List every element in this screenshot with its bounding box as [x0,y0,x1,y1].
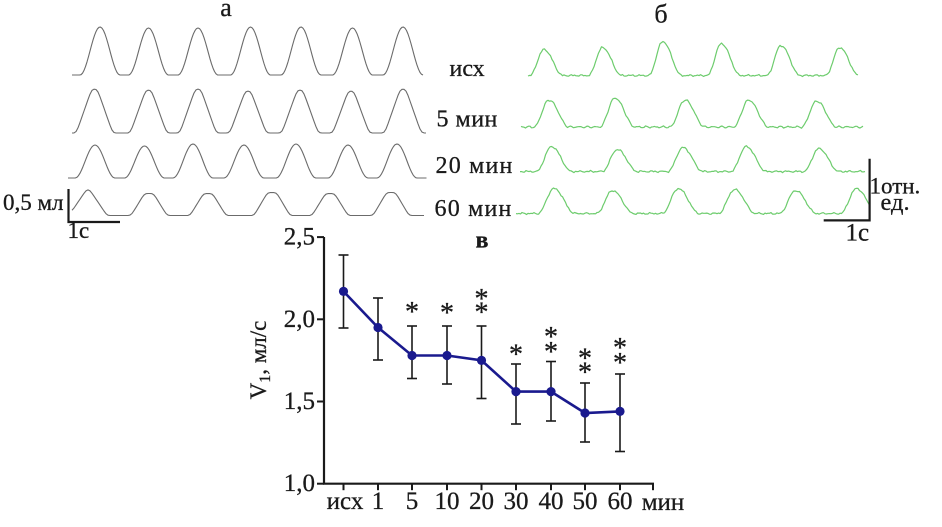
svg-text:1с: 1с [846,220,870,247]
svg-text:20: 20 [469,488,494,515]
svg-text:*: * [578,358,592,389]
svg-text:*: * [509,340,523,371]
svg-text:ед.: ед. [881,189,910,216]
svg-text:а: а [220,0,232,22]
svg-text:0,5 мл: 0,5 мл [3,190,64,215]
svg-text:*: * [544,337,558,368]
svg-text:б: б [654,0,667,29]
svg-text:*: * [405,297,419,328]
svg-text:в: в [476,228,489,254]
svg-text:2,0: 2,0 [284,306,315,333]
svg-text:1отн.: 1отн. [870,174,921,199]
svg-text:1,0: 1,0 [284,470,315,497]
svg-text:1с: 1с [68,218,90,243]
svg-text:*: * [544,322,558,353]
svg-text:30: 30 [504,488,529,515]
svg-text:*: * [475,298,489,329]
svg-text:*: * [475,284,489,315]
svg-text:5: 5 [406,488,419,515]
svg-text:20 мин: 20 мин [436,153,514,179]
svg-text:исх: исх [450,56,485,82]
svg-text:1,5: 1,5 [284,388,315,415]
svg-text:V1, мл/с: V1, мл/с [246,321,274,400]
svg-text:60 мин: 60 мин [435,196,513,222]
svg-text:40: 40 [539,488,564,515]
svg-text:1: 1 [372,488,385,515]
svg-text:60: 60 [608,488,633,515]
svg-text:5 мин: 5 мин [437,107,498,133]
svg-text:*: * [440,298,454,329]
svg-text:*: * [578,344,592,375]
svg-text:*: * [613,348,627,379]
svg-text:50: 50 [573,488,598,515]
svg-text:2,5: 2,5 [284,224,315,251]
svg-text:*: * [613,333,627,364]
svg-text:мин: мин [642,489,685,516]
svg-text:исх: исх [327,488,364,515]
svg-text:10: 10 [435,488,460,515]
